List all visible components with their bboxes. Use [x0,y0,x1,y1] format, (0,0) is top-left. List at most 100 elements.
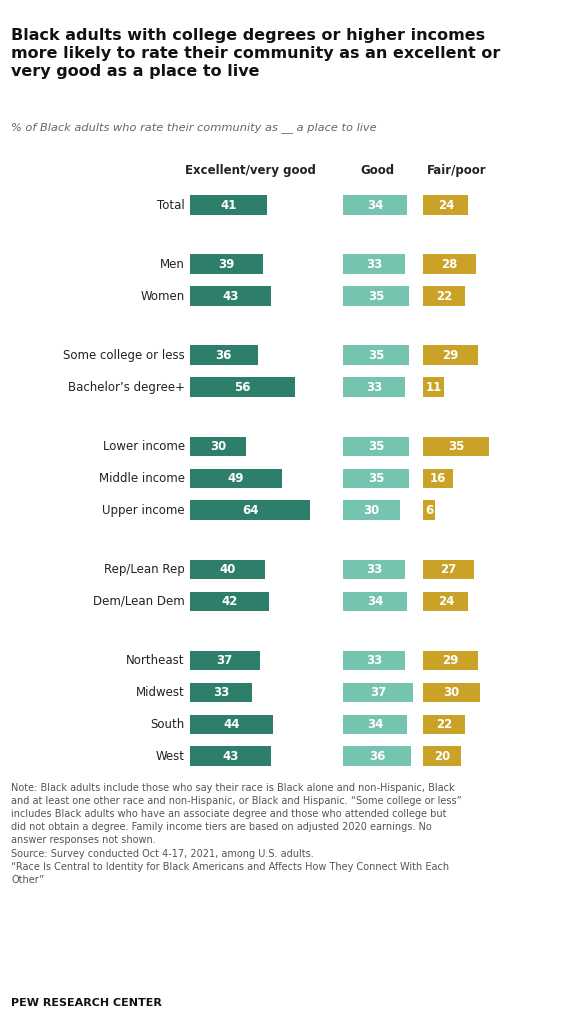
Text: PEW RESEARCH CENTER: PEW RESEARCH CENTER [11,997,162,1008]
Bar [424,286,465,306]
Text: 11: 11 [425,381,442,394]
Bar [424,377,444,397]
Text: Rep/Lean Rep: Rep/Lean Rep [104,563,185,576]
Text: 30: 30 [210,440,226,453]
Text: 29: 29 [442,654,459,667]
Text: 39: 39 [218,258,235,271]
Text: 43: 43 [222,290,239,303]
Text: 64: 64 [242,504,259,517]
Text: 36: 36 [369,750,385,763]
Bar [424,714,465,735]
Text: 41: 41 [221,198,236,212]
Text: 34: 34 [367,718,383,731]
Text: 49: 49 [228,472,244,485]
Text: 35: 35 [368,349,384,362]
Bar [424,651,478,670]
Text: Lower income: Lower income [103,440,185,453]
Bar [343,560,405,579]
Text: 44: 44 [223,718,240,731]
Text: 34: 34 [367,198,383,212]
Text: 30: 30 [363,504,379,517]
Text: 33: 33 [366,563,382,576]
Text: Men: Men [160,258,185,271]
Text: South: South [150,718,185,731]
Text: 33: 33 [213,686,229,699]
Text: West: West [156,750,185,763]
Bar [190,469,282,488]
Text: 33: 33 [366,258,382,271]
Bar [343,195,407,215]
Text: 30: 30 [443,686,460,699]
Bar [424,437,489,456]
Text: 36: 36 [215,349,232,362]
Bar [343,714,407,735]
Text: 42: 42 [221,595,238,608]
Bar [190,714,273,735]
Text: 33: 33 [366,381,382,394]
Bar [190,437,247,456]
Bar [343,346,409,365]
Bar [343,377,405,397]
Text: 24: 24 [438,198,454,212]
Text: Middle income: Middle income [99,472,185,485]
Bar [190,682,252,703]
Text: 35: 35 [368,290,384,303]
Bar [190,286,271,306]
Bar [424,682,480,703]
Text: 22: 22 [436,290,452,303]
Text: Good: Good [360,164,394,177]
Text: 43: 43 [222,750,239,763]
Bar [343,651,405,670]
Bar [343,682,413,703]
Text: Midwest: Midwest [136,686,185,699]
Text: Total: Total [157,198,185,212]
Bar [190,560,265,579]
Bar [190,591,269,612]
Text: Note: Black adults include those who say their race is Black alone and non-Hispa: Note: Black adults include those who say… [11,783,462,885]
Text: 22: 22 [436,718,452,731]
Bar [343,747,411,766]
Bar [343,437,409,456]
Text: 37: 37 [370,686,386,699]
Text: 27: 27 [441,563,457,576]
Bar [343,469,409,488]
Text: 34: 34 [367,595,383,608]
Text: Some college or less: Some college or less [63,349,185,362]
Text: 33: 33 [366,654,382,667]
Text: 35: 35 [448,440,464,453]
Text: Northeast: Northeast [126,654,185,667]
Text: 35: 35 [368,472,384,485]
Text: 37: 37 [217,654,233,667]
Bar [424,747,461,766]
Text: % of Black adults who rate their community as __ a place to live: % of Black adults who rate their communi… [11,122,377,133]
Bar [343,500,400,521]
Bar [190,747,271,766]
Bar [190,346,257,365]
Bar [424,346,478,365]
Text: 16: 16 [430,472,447,485]
Text: 40: 40 [219,563,236,576]
Bar [424,255,476,274]
Bar [190,500,310,521]
Text: Upper income: Upper income [102,504,185,517]
Bar [424,195,468,215]
Bar [343,591,407,612]
Text: Excellent/very good: Excellent/very good [185,164,316,177]
Text: 29: 29 [442,349,459,362]
Text: Fair/poor: Fair/poor [428,164,487,177]
Bar [424,591,468,612]
Text: 35: 35 [368,440,384,453]
Bar [190,651,260,670]
Text: 6: 6 [425,504,433,517]
Bar [424,500,434,521]
Bar [424,560,474,579]
Text: 56: 56 [234,381,251,394]
Text: Bachelor’s degree+: Bachelor’s degree+ [67,381,185,394]
Text: Black adults with college degrees or higher incomes
more likely to rate their co: Black adults with college degrees or hig… [11,28,501,79]
Bar [190,255,263,274]
Text: Women: Women [141,290,185,303]
Bar [190,377,295,397]
Bar [190,195,267,215]
Text: 24: 24 [438,595,454,608]
Text: 28: 28 [442,258,458,271]
